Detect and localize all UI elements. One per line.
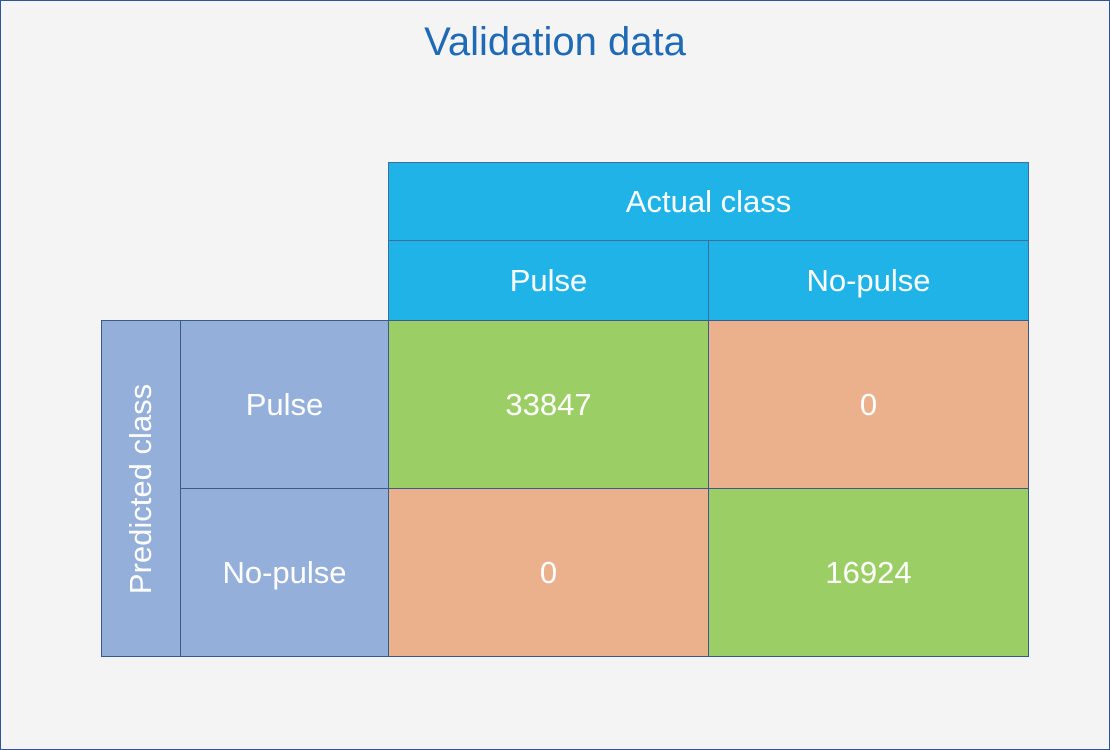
cell-true-no-pulse: 16924 [708, 488, 1029, 657]
column-header-label: Pulse [509, 262, 588, 298]
row-header-label: Pulse [245, 386, 324, 422]
figure-title: Validation data [424, 20, 686, 64]
column-header-pulse: Pulse [388, 240, 709, 321]
predicted-class-label: Predicted class [123, 383, 158, 594]
cell-value: 0 [539, 554, 558, 590]
row-header-label: No-pulse [222, 554, 347, 590]
cell-true-pulse: 33847 [388, 320, 709, 489]
predicted-class-header: Predicted class [101, 320, 181, 657]
cell-false-no-pulse: 0 [388, 488, 709, 657]
actual-class-header: Actual class [388, 162, 1029, 241]
column-header-no-pulse: No-pulse [708, 240, 1029, 321]
column-header-label: No-pulse [806, 262, 931, 298]
row-header-no-pulse: No-pulse [180, 488, 389, 657]
cell-value: 0 [859, 386, 878, 422]
cell-value: 16924 [825, 554, 912, 590]
cell-false-pulse: 0 [708, 320, 1029, 489]
row-header-pulse: Pulse [180, 320, 389, 489]
actual-class-label: Actual class [625, 183, 792, 219]
cell-value: 33847 [505, 386, 592, 422]
